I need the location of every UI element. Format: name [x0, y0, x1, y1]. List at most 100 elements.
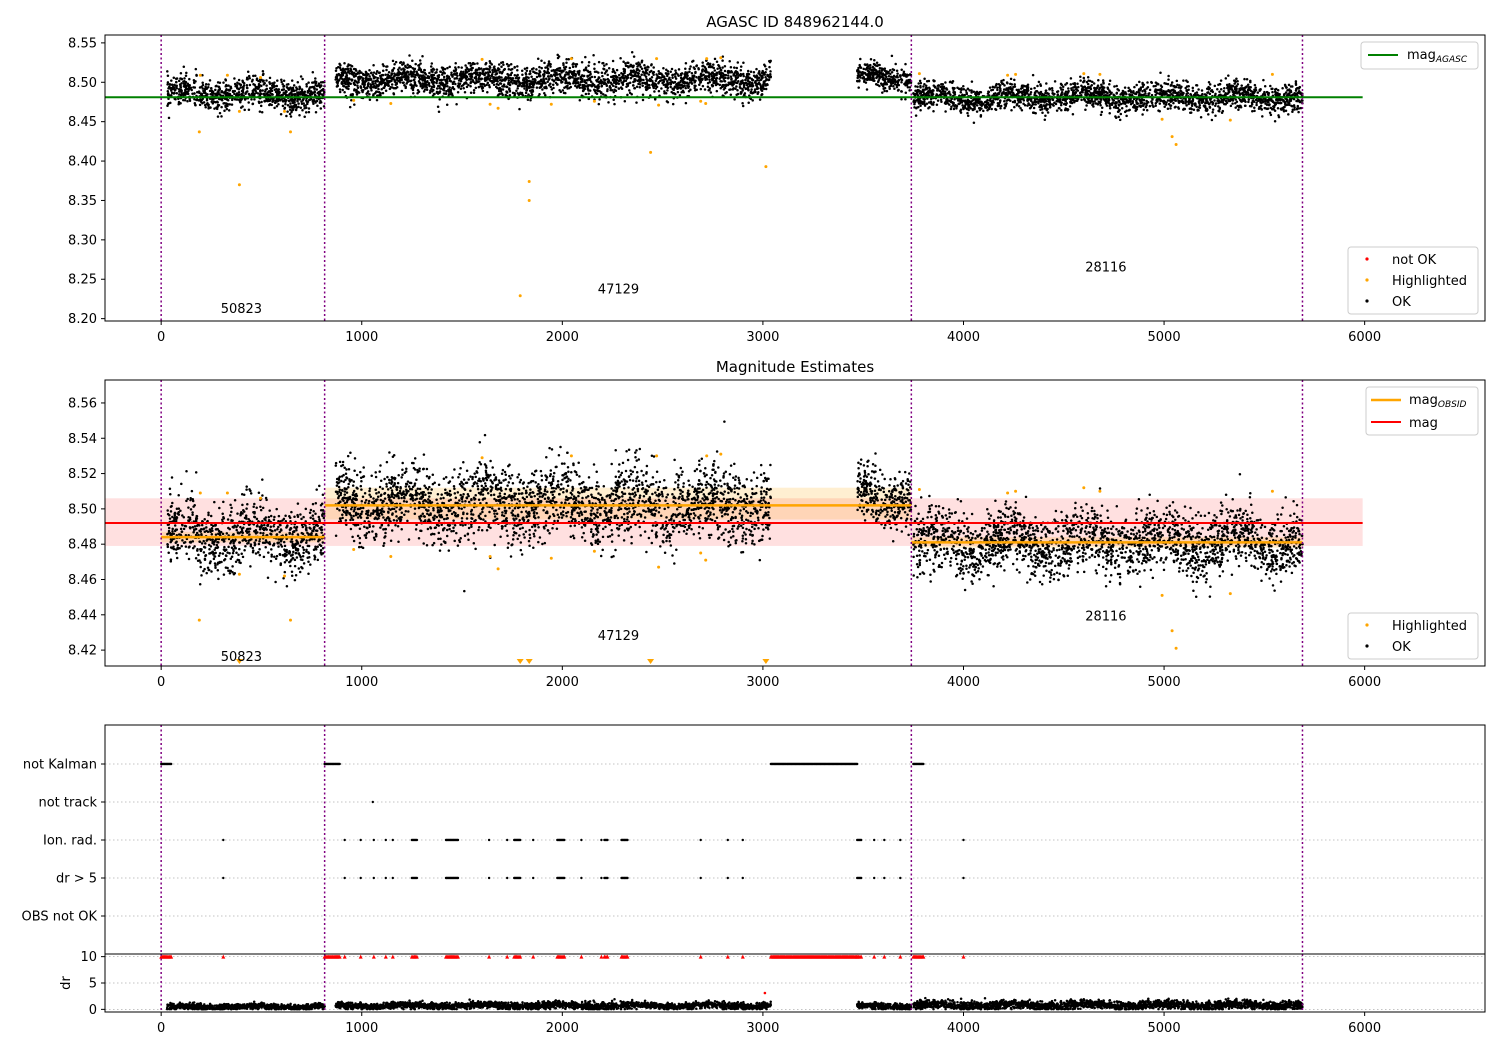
ok-point [664, 85, 668, 89]
ok-point [218, 111, 222, 115]
ok-point [1214, 104, 1217, 108]
ok-point [564, 85, 568, 89]
ok-point [748, 82, 751, 85]
ok-point [481, 69, 484, 73]
ok-point [529, 72, 532, 75]
ok-point [678, 93, 682, 97]
ok-point [496, 80, 499, 83]
ok-point [866, 65, 870, 68]
ok-point [935, 103, 939, 107]
ok-point [432, 88, 435, 92]
ok-point [280, 88, 284, 92]
ok-point [966, 87, 970, 90]
ok-point [1115, 84, 1118, 88]
ok-point [507, 79, 511, 82]
ok-point [584, 92, 588, 96]
ok-point [674, 75, 677, 78]
ok-point [769, 70, 772, 73]
ok-point [701, 64, 704, 68]
ok-point [1013, 85, 1017, 88]
ok-point [704, 67, 708, 70]
ok-point [893, 83, 897, 86]
ok-point [230, 103, 234, 106]
ok-point [1137, 93, 1141, 97]
ok-point [168, 82, 172, 86]
ok-point [532, 67, 535, 70]
ok-point [343, 91, 346, 94]
ok-point [543, 61, 546, 65]
ok-point [282, 79, 286, 83]
ok-point [488, 74, 491, 77]
ok-point [474, 86, 478, 90]
ok-point [476, 62, 479, 65]
ok-point [345, 85, 348, 89]
ok-point [386, 76, 389, 79]
ok-point [227, 84, 230, 87]
ok-point [749, 91, 753, 94]
ok-point [340, 68, 343, 72]
ok-point [897, 78, 901, 82]
ok-point [908, 89, 911, 92]
ok-point [928, 106, 931, 109]
ok-point [290, 92, 293, 96]
ok-point [547, 62, 551, 66]
ok-point [209, 106, 212, 109]
ok-point [629, 73, 633, 77]
ok-point [463, 82, 466, 85]
ok-point [1086, 76, 1090, 79]
ok-point [1207, 80, 1211, 84]
ok-point [932, 101, 935, 104]
ok-point [742, 61, 745, 65]
ok-point [334, 69, 338, 73]
ok-point [681, 89, 685, 92]
ok-point [516, 65, 519, 68]
ok-point [669, 85, 672, 89]
ok-point [750, 88, 753, 91]
ok-point [754, 80, 757, 83]
ok-point [1281, 87, 1284, 90]
ok-point [552, 86, 555, 90]
ok-point [586, 74, 589, 78]
ok-point [734, 87, 737, 90]
ok-point [1142, 98, 1146, 102]
ok-point [1271, 90, 1274, 94]
ok-point [483, 73, 486, 77]
ok-point [650, 63, 653, 67]
ok-point [540, 59, 543, 62]
ok-point [895, 85, 899, 89]
ok-point [320, 84, 323, 87]
ok-point [195, 91, 199, 94]
ok-point [205, 93, 209, 96]
ok-point [1118, 118, 1122, 122]
ok-point [312, 91, 315, 95]
ok-point [1068, 105, 1072, 108]
ok-point [293, 103, 297, 106]
ok-point [214, 88, 217, 92]
ok-point [1296, 104, 1300, 108]
ok-point [277, 103, 280, 106]
ok-point [408, 65, 412, 68]
ok-point [637, 63, 640, 67]
ok-point [640, 67, 644, 71]
ok-point [247, 101, 250, 104]
ok-point [759, 78, 763, 82]
ok-point [1050, 87, 1054, 90]
ok-point [301, 99, 305, 102]
ok-point [637, 82, 640, 86]
ok-point [521, 93, 525, 97]
ok-point [701, 61, 704, 64]
ok-point [259, 104, 263, 108]
ok-point [1100, 110, 1104, 114]
ok-point [551, 83, 555, 86]
ok-point [195, 73, 198, 77]
ok-point [255, 78, 259, 82]
ok-point [498, 86, 502, 90]
ok-point [1224, 77, 1228, 80]
ok-point [873, 58, 876, 62]
ok-point [440, 66, 444, 69]
ok-point [1044, 114, 1047, 117]
ok-point [368, 68, 371, 72]
ok-point [382, 86, 385, 90]
ok-point [1159, 71, 1162, 75]
ok-point [303, 115, 306, 118]
